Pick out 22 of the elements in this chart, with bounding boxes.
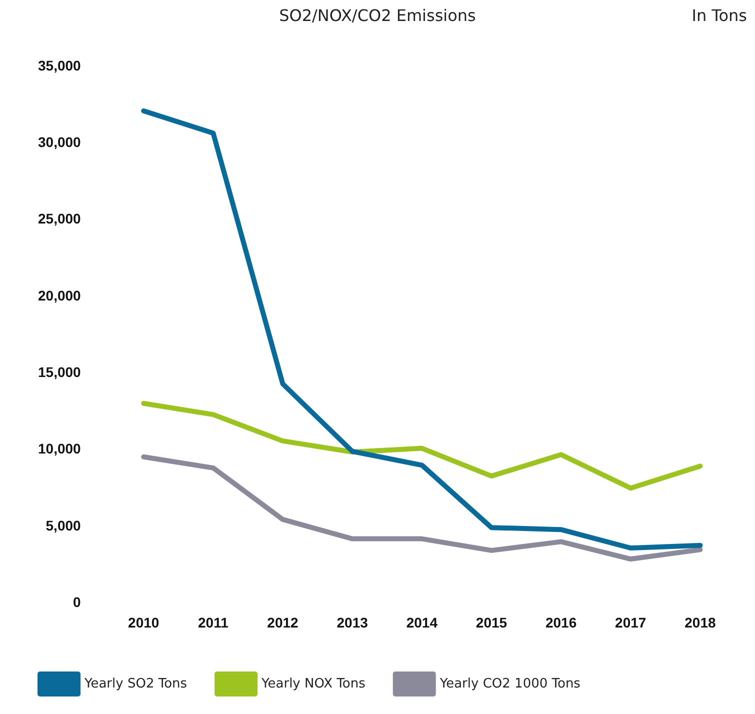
chart-title: SO2/NOX/CO2 Emissions <box>279 6 476 25</box>
x-tick-label: 2013 <box>336 614 368 630</box>
x-tick-label: 2010 <box>128 614 160 630</box>
x-tick-label: 2016 <box>545 614 577 630</box>
y-tick-label: 15,000 <box>38 364 82 380</box>
legend-label: Yearly CO2 1000 Tons <box>438 676 581 692</box>
legend-label: Yearly NOX Tons <box>260 676 366 692</box>
y-tick-label: 10,000 <box>38 440 82 457</box>
chart-subtitle: In Tons <box>692 6 747 25</box>
x-tick-label: 2018 <box>684 614 716 630</box>
y-tick-label: 30,000 <box>38 134 82 150</box>
x-tick-label: 2017 <box>615 614 646 630</box>
x-tick-label: 2011 <box>198 614 229 630</box>
y-tick-label: 25,000 <box>38 210 82 227</box>
x-tick-label: 2014 <box>406 614 438 630</box>
y-tick-label: 35,000 <box>38 57 82 74</box>
x-tick-label: 2012 <box>267 614 299 630</box>
x-tick-label: 2015 <box>476 614 508 630</box>
legend-label: Yearly SO2 Tons <box>84 676 188 692</box>
y-tick-label: 5,000 <box>46 517 82 534</box>
y-tick-label: 0 <box>73 594 82 610</box>
y-tick-label: 20,000 <box>38 287 82 304</box>
